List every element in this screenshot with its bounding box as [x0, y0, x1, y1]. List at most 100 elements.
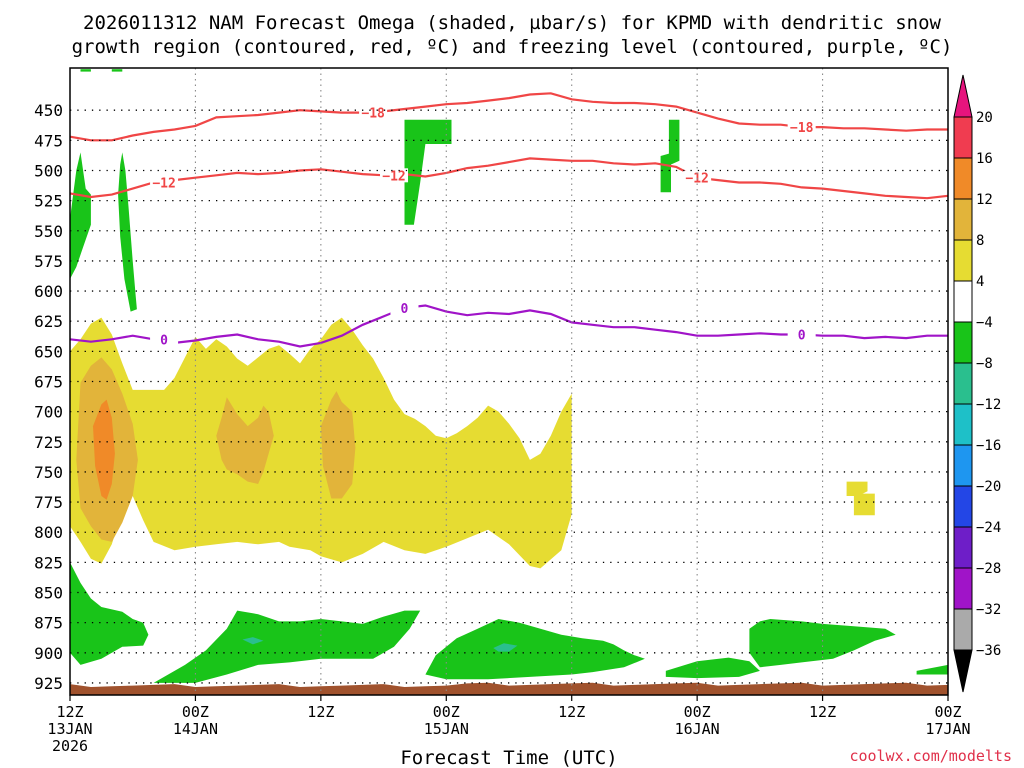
colorbar-swatch-6	[953, 362, 973, 405]
colorbar-swatch-10	[953, 526, 973, 569]
colorbar-swatch-5	[953, 321, 973, 364]
contour-freezing-label-2: 0	[798, 328, 806, 343]
colorbar-swatch-7	[953, 403, 973, 446]
x-tick-label-0-2: 2026	[52, 737, 88, 755]
y-tick-label-475: 475	[34, 131, 63, 150]
y-axis-ticks: 450 475 500 525 550 575 600 625 650 675 700 725 750 7…	[34, 101, 63, 693]
y-tick-label-675: 675	[34, 373, 63, 392]
x-tick-label-1-0: 00Z	[182, 703, 209, 721]
y-tick-label-800: 800	[34, 523, 63, 542]
colorbar-bottom-arrow	[953, 649, 973, 693]
colorbar-swatch-0	[953, 116, 973, 159]
contour-minus12-line	[69, 157, 949, 200]
chart-title-line-1: 2026011312 NAM Forecast Omega (shaded, µ…	[83, 12, 941, 34]
x-tick-label-6-0: 12Z	[809, 703, 836, 721]
contour-minus18-label-0: −18	[361, 107, 385, 122]
y-tick-label-500: 500	[34, 161, 63, 180]
omega-neg-4-8-lower-right-b	[749, 619, 896, 668]
omega-pos-4-8-small-a	[846, 481, 868, 496]
contour-freezing-label-0: 0	[160, 333, 168, 348]
omega-neg-4-8-band-b	[660, 119, 680, 193]
omega-pos-8-12-right	[320, 391, 356, 499]
colorbar: 20 16 12 8 4 −4 −8 −12 −16 −20 −24 −28 −32 −36	[953, 74, 1001, 693]
y-tick-label-750: 750	[34, 463, 63, 482]
colorbar-label-7: −12	[976, 397, 1001, 413]
y-tick-label-525: 525	[34, 192, 63, 211]
omega-neg-4-8-topleft-b	[111, 69, 123, 72]
y-tick-label-575: 575	[34, 252, 63, 271]
omega-neg-4-8-lower-center	[425, 619, 645, 680]
colorbar-label-0: 20	[976, 110, 993, 126]
omega-neg-4-8-lower-left	[70, 562, 149, 665]
contour-minus12-label-bg-1	[380, 168, 409, 183]
colorbar-label-1: 16	[976, 151, 993, 167]
colorbar-swatch-4	[953, 280, 973, 323]
colorbar-label-3: 8	[976, 233, 984, 249]
y-tick-label-650: 650	[34, 342, 63, 361]
contour-freezing-label-1: 0	[401, 302, 409, 317]
omega-neg-8-12-spot-b	[493, 643, 518, 652]
colorbar-label-9: −20	[976, 479, 1001, 495]
y-tick-label-850: 850	[34, 584, 63, 603]
y-tick-label-775: 775	[34, 493, 63, 512]
colorbar-label-5: −4	[976, 315, 993, 331]
y-tick-label-825: 825	[34, 553, 63, 572]
colorbar-top-arrow	[953, 74, 973, 118]
contour-freezing-label-bg-0	[150, 332, 179, 347]
colorbar-label-13: −36	[976, 643, 1001, 659]
y-tick-label-725: 725	[34, 433, 63, 452]
y-tick-label-600: 600	[34, 282, 63, 301]
contour-minus12-label-1: −12	[382, 169, 405, 184]
colorbar-label-6: −8	[976, 356, 993, 372]
plot-frame	[69, 67, 949, 696]
x-tick-label-4-0: 12Z	[558, 703, 585, 721]
colorbar-swatch-9	[953, 485, 973, 528]
colorbar-label-12: −32	[976, 602, 1001, 618]
x-tick-label-0-1: 13JAN	[47, 720, 92, 738]
y-tick-label-900: 900	[34, 644, 63, 663]
omega-neg-4-8-column-a	[70, 152, 91, 279]
contour-minus18-label-1: −18	[790, 121, 814, 136]
colorbar-label-8: −16	[976, 438, 1001, 454]
chart-title-line-2: growth region (contoured, red, ºC) and f…	[72, 36, 953, 58]
x-tick-label-7-0: 00Z	[934, 703, 961, 721]
y-tick-label-450: 450	[34, 101, 63, 120]
omega-neg-4-8-lower-right-c	[916, 664, 948, 675]
x-tick-label-1-1: 14JAN	[173, 720, 218, 738]
x-tick-label-5-0: 00Z	[684, 703, 711, 721]
y-tick-label-700: 700	[34, 403, 63, 422]
contour-minus18-label-bg-0	[359, 105, 388, 120]
omega-neg-4-8-lower-mid	[153, 610, 421, 683]
gridlines	[70, 68, 948, 695]
contour-minus12-label-0: −12	[152, 177, 175, 192]
contour-minus18-line	[69, 92, 948, 142]
x-tick-label-5-1: 16JAN	[675, 720, 720, 738]
colorbar-swatch-2	[953, 198, 973, 241]
x-tick-label-2-0: 12Z	[307, 703, 334, 721]
y-tick-label-550: 550	[34, 222, 63, 241]
y-tick-label-625: 625	[34, 312, 63, 331]
omega-neg-4-8-band-a	[404, 119, 452, 225]
colorbar-swatch-8	[953, 444, 973, 487]
x-tick-label-0-0: 12Z	[56, 703, 83, 721]
omega-neg-4-8-column-b	[118, 152, 137, 312]
contour-minus12-label-bg-0	[150, 175, 179, 190]
omega-pos-4-8-small-b	[853, 493, 875, 516]
y-tick-label-925: 925	[34, 674, 63, 693]
colorbar-label-11: −28	[976, 561, 1001, 577]
x-tick-label-3-0: 00Z	[433, 703, 460, 721]
omega-pos-12-16-core	[93, 399, 115, 500]
credit-text: coolwx.com/modelts	[849, 747, 1012, 765]
contour-minus18-label-bg-1	[787, 120, 816, 135]
colorbar-label-10: −24	[976, 520, 1001, 536]
x-tick-label-7-1: 17JAN	[925, 720, 970, 738]
omega-pos-8-12-mid	[216, 397, 274, 484]
contour-freezing-label-bg-2	[787, 327, 816, 342]
colorbar-swatch-1	[953, 157, 973, 200]
colorbar-swatch-3	[953, 239, 973, 282]
ground-terrain	[70, 682, 948, 695]
colorbar-label-4: 4	[976, 274, 984, 290]
